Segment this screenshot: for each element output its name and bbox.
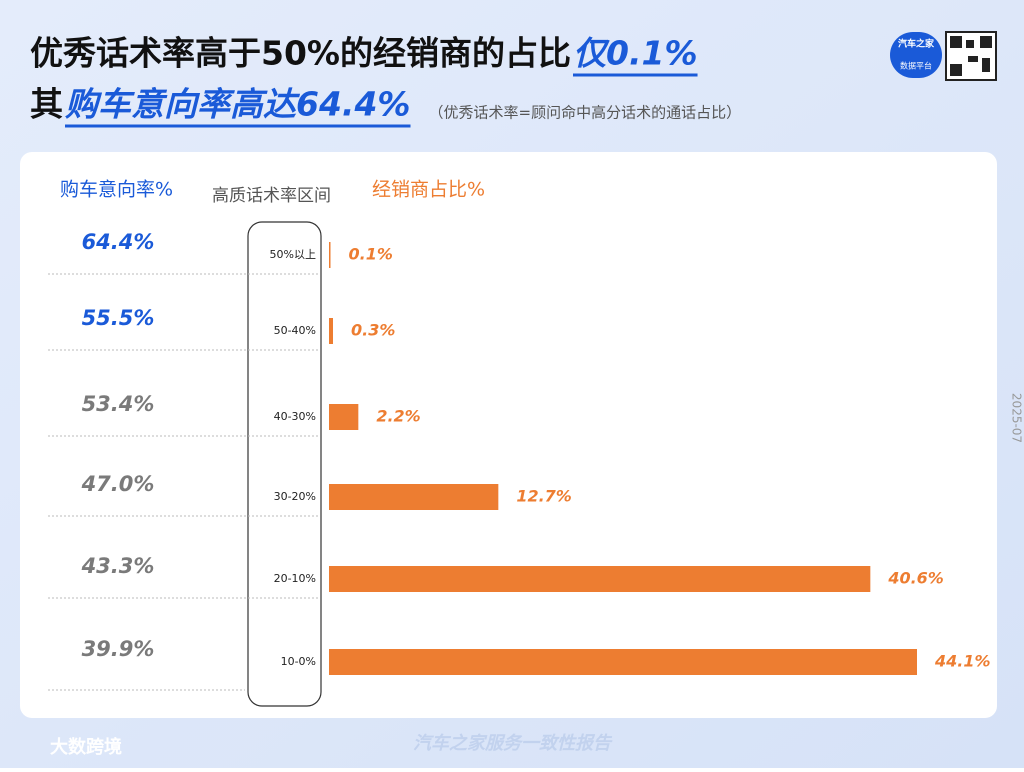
intent-value: 53.4% [82,392,155,416]
intent-value: 55.5% [82,306,155,330]
intent-header: 购车意向率% [60,179,173,201]
intent-value: 47.0% [81,472,155,496]
bar-label: 0.1% [349,245,393,264]
bar-label: 44.1% [934,652,991,671]
interval-frame [247,221,322,707]
bar [329,484,499,510]
category-label: 30-20% [274,490,316,503]
category-label: 50-40% [274,324,316,337]
bar [329,242,331,268]
category-label: 10-0% [281,655,316,668]
badge [890,32,942,78]
intent-value: 43.3% [81,554,155,578]
category-label: 20-10% [274,572,316,585]
title: 优秀话术率高于50%的经销商的占比 [30,34,571,73]
share-header: 经销商占比% [372,179,485,201]
bar-label: 2.2% [376,407,420,426]
card [20,152,997,718]
bar [329,566,871,592]
bar-label: 12.7% [516,487,572,506]
category-header: 高质话术率区间 [212,186,331,206]
intent-value: 64.4% [82,230,155,254]
bar [329,649,917,675]
badge-top: 汽车之家 [898,38,935,50]
title-highlight: 仅0.1% [573,34,698,73]
bar-label: 40.6% [887,569,944,588]
category-label: 40-30% [274,410,316,423]
bar [329,318,333,344]
badge-bottom: 数据平台 [900,61,932,71]
title-line2: 其 [30,85,63,124]
side-date: 2025-07 [1010,393,1024,443]
intent-value: 39.9% [82,637,155,661]
title-line2-highlight: 购车意向率高达64.4% [65,85,411,124]
footer-logo: 大数跨境 [50,736,122,758]
category-label: 50%以上 [270,248,316,261]
bar [329,404,359,430]
note: （优秀话术率=顾问命中高分话术的通话占比） [429,104,742,122]
bar-label: 0.3% [351,321,395,340]
footer-center: 汽车之家服务一致性报告 [413,733,613,754]
qr-pattern [950,36,992,76]
